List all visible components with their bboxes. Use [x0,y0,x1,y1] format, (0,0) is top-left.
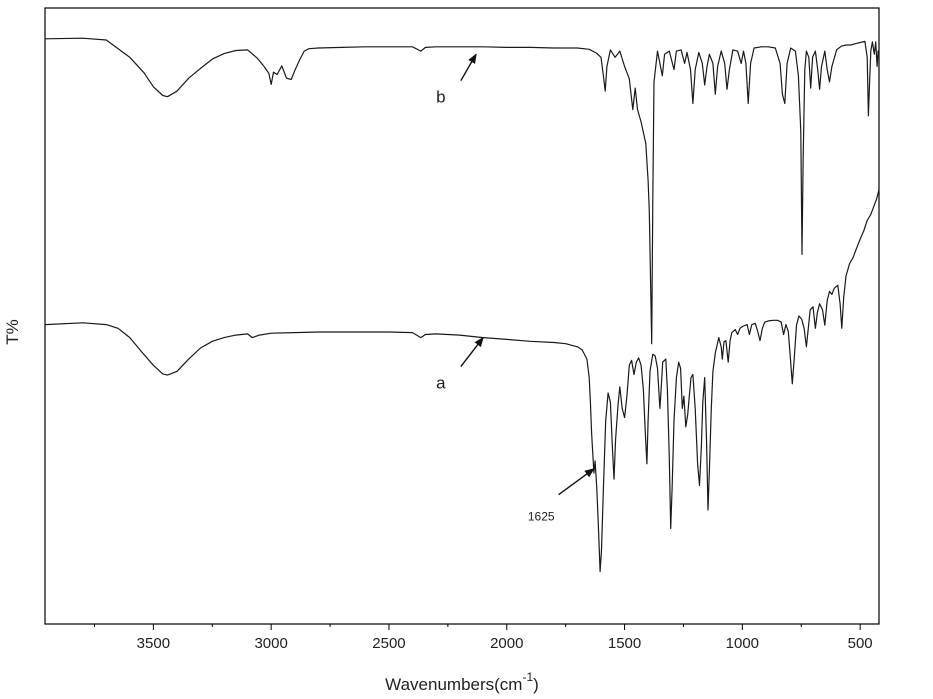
annotation-arrow-1625 [558,468,595,496]
x-axis-label-end: ) [533,675,539,694]
plot-border [44,7,880,625]
x-tick-label: 500 [848,635,873,652]
x-tick-label: 1000 [726,635,759,652]
annotation-label-a: a [436,374,446,393]
annotation-label-1625: 1625 [528,510,555,524]
x-axis-label-sup: -1 [522,670,533,684]
plot-frame [44,7,880,625]
x-axis-label-main: Wavenumbers(cm [385,675,522,694]
series-line-a [44,189,880,573]
annotation-layer: b a 1625 [436,53,595,524]
x-tick-label: 3000 [254,635,287,652]
annotation-arrow-b [460,53,477,82]
x-tick-label: 1500 [608,635,641,652]
x-axis-ticks: 3500 3000 2500 2000 1500 1000 500 [93,624,873,652]
x-axis-label: Wavenumbers(cm-1) [385,670,539,694]
annotation-label-b: b [436,88,445,107]
x-tick-label: 3500 [137,635,170,652]
annotation-arrow-a [460,336,484,367]
series-layer [44,37,880,573]
series-line-b [44,37,880,345]
x-tick-label: 2500 [372,635,405,652]
x-tick-label: 2000 [490,635,523,652]
y-axis-label: T% [3,319,22,345]
